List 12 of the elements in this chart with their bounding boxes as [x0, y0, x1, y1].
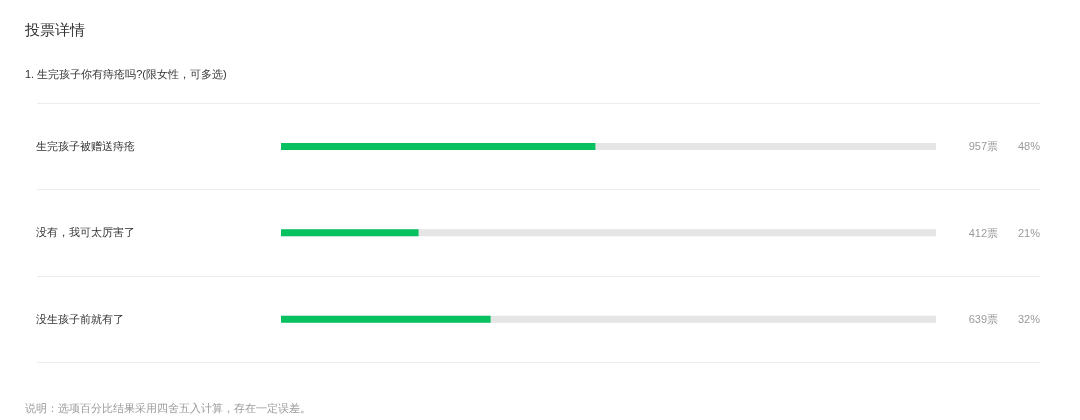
text: 1. 生完孩子你有痔疮吗?(限女性，可多选) — [25, 67, 227, 82]
text: 投票详情 — [25, 20, 85, 40]
text: 412票 — [968, 226, 998, 239]
y-tick-label: 生完孩子被赠送痔疮 — [36, 140, 135, 153]
data-label: 48% — [1017, 140, 1041, 153]
data-label: 21% — [1017, 226, 1041, 239]
y-tick-label: 没生孩子前就有了 — [36, 312, 124, 325]
data-label: 32% — [1017, 313, 1041, 326]
y-tick-label: 没有，我可太厉害了 — [36, 226, 135, 239]
text: 说明：选项百分比结果采用四舍五入计算，存在一定误差。 — [25, 401, 311, 416]
text: 957票 — [968, 140, 998, 153]
text: 639票 — [968, 313, 998, 326]
